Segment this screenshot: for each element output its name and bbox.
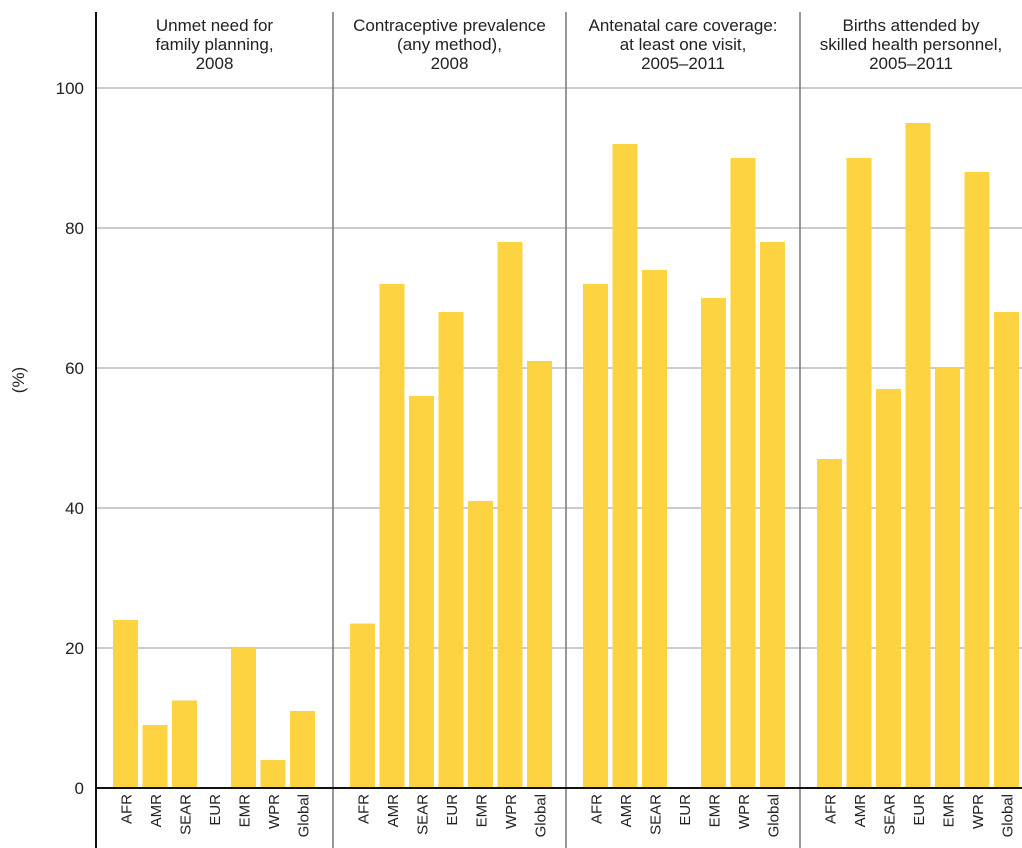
- panel-title-line: at least one visit,: [620, 35, 747, 54]
- category-label: EMR: [237, 794, 254, 828]
- panel-title-line: family planning,: [155, 35, 273, 54]
- category-label: EMR: [474, 794, 491, 828]
- category-label: WPR: [970, 794, 987, 829]
- category-label: EUR: [911, 794, 928, 826]
- category-label: AMR: [852, 794, 869, 828]
- bar-emr: [468, 501, 493, 788]
- y-tick-label: 40: [65, 499, 84, 518]
- category-label: EUR: [677, 794, 694, 826]
- category-label: AMR: [148, 794, 165, 828]
- category-label: Global: [1000, 794, 1017, 837]
- category-label: Global: [296, 794, 313, 837]
- category-label: EMR: [707, 794, 724, 828]
- category-label: EUR: [207, 794, 224, 826]
- bar-eur: [438, 312, 464, 788]
- bar-emr: [701, 298, 726, 788]
- category-label: AMR: [618, 794, 635, 828]
- axes: [95, 12, 1022, 848]
- panel-title-line: Unmet need for: [156, 16, 274, 35]
- category-label: AFR: [823, 794, 840, 824]
- category-label: EMR: [941, 794, 958, 828]
- bar-amr: [379, 284, 405, 788]
- y-tick-label: 80: [65, 219, 84, 238]
- bar-emr: [935, 368, 960, 788]
- bar-afr: [583, 284, 608, 788]
- panel-title-line: 2008: [196, 54, 234, 73]
- category-label: WPR: [503, 794, 520, 829]
- panel-title-line: Births attended by: [842, 16, 980, 35]
- bar-wpr: [497, 242, 523, 788]
- panel-title-line: 2005–2011: [641, 54, 725, 73]
- bar-global: [760, 242, 785, 788]
- bar-sear: [876, 389, 901, 788]
- bar-wpr: [964, 172, 990, 788]
- y-tick-label: 100: [56, 79, 84, 98]
- panel-title-line: skilled health personnel,: [820, 35, 1002, 54]
- bar-afr: [350, 623, 375, 788]
- category-label: AFR: [589, 794, 606, 824]
- panel-title-line: 2008: [431, 54, 469, 73]
- bar-afr: [113, 620, 138, 788]
- panel-title-line: Contraceptive prevalence: [353, 16, 546, 35]
- category-label: AFR: [119, 794, 136, 824]
- y-tick-label: 20: [65, 639, 84, 658]
- bar-global: [527, 361, 552, 788]
- panel-title-line: 2005–2011: [869, 54, 953, 73]
- bars: [113, 123, 1019, 788]
- category-label: SEAR: [178, 794, 195, 835]
- category-label: AMR: [385, 794, 402, 828]
- bar-amr: [846, 158, 872, 788]
- bar-global: [994, 312, 1019, 788]
- y-tick-label: 60: [65, 359, 84, 378]
- bar-amr: [612, 144, 638, 788]
- panel-title-line: Antenatal care coverage:: [588, 16, 777, 35]
- category-label: WPR: [736, 794, 753, 829]
- bar-eur: [905, 123, 931, 788]
- category-label: SEAR: [882, 794, 899, 835]
- panel-title-line: (any method),: [397, 35, 502, 54]
- bar-afr: [817, 459, 842, 788]
- category-label: Global: [533, 794, 550, 837]
- bar-wpr: [730, 158, 756, 788]
- category-label: WPR: [266, 794, 283, 829]
- y-tick-label: 0: [75, 779, 84, 798]
- bar-wpr: [260, 760, 286, 788]
- bar-amr: [142, 725, 168, 788]
- category-label: SEAR: [415, 794, 432, 835]
- bar-sear: [172, 700, 197, 788]
- category-label: Global: [766, 794, 783, 837]
- bar-sear: [409, 396, 434, 788]
- bar-sear: [642, 270, 667, 788]
- category-label: EUR: [444, 794, 461, 826]
- bar-global: [290, 711, 315, 788]
- category-label: SEAR: [648, 794, 665, 835]
- category-label: AFR: [356, 794, 373, 824]
- y-axis-label: (%): [9, 367, 28, 393]
- bar-emr: [231, 648, 256, 788]
